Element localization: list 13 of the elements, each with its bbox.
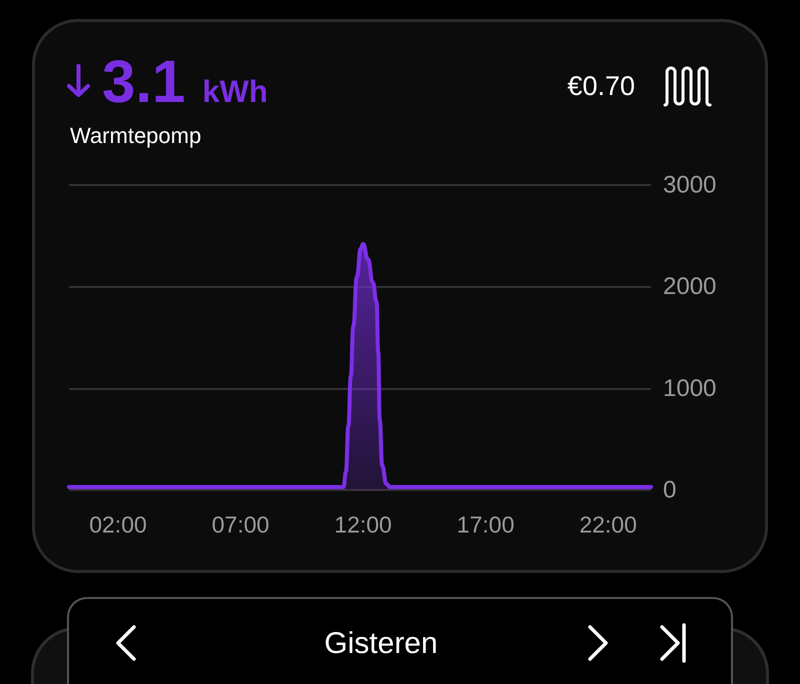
text: €0.70 [567,70,635,102]
x-tick-label: 07:00 [212,512,270,538]
y-tick-label: 2000 [663,273,716,300]
x-tick-label: 22:00 [579,512,637,538]
text: Gisteren [323,626,439,662]
chart-title: 3.1 kWh [102,48,268,115]
x-tick-label: 17:00 [456,512,514,538]
x-tick-label: 02:00 [89,512,147,538]
x-tick-label: 12:00 [334,512,392,538]
chart-subtitle: Warmtepomp [70,123,202,149]
y-tick-label: 0 [663,476,676,504]
y-tick-label: 1000 [663,374,716,402]
y-tick-label: 3000 [663,172,716,198]
